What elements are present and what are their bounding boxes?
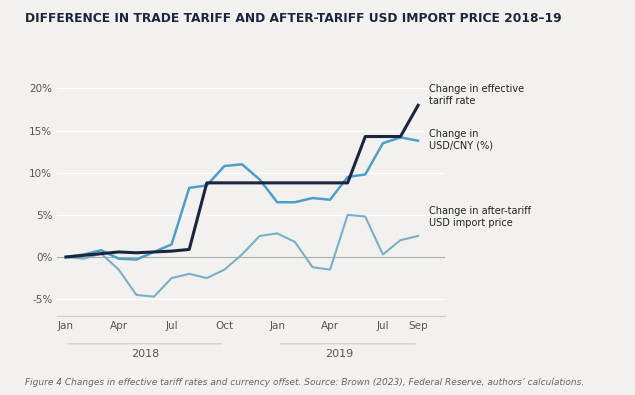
Text: Figure 4 Changes in effective tariff rates and currency offset. Source: Brown (2: Figure 4 Changes in effective tariff rat… — [25, 378, 585, 387]
Text: Change in effective
tariff rate: Change in effective tariff rate — [429, 84, 524, 106]
Text: 2018: 2018 — [131, 349, 159, 359]
Text: DIFFERENCE IN TRADE TARIFF AND AFTER-TARIFF USD IMPORT PRICE 2018–19: DIFFERENCE IN TRADE TARIFF AND AFTER-TAR… — [25, 12, 562, 25]
Text: Change in
USD/CNY (%): Change in USD/CNY (%) — [429, 129, 493, 150]
Text: 2019: 2019 — [324, 349, 353, 359]
Text: Change in after-tariff
USD import price: Change in after-tariff USD import price — [429, 207, 531, 228]
